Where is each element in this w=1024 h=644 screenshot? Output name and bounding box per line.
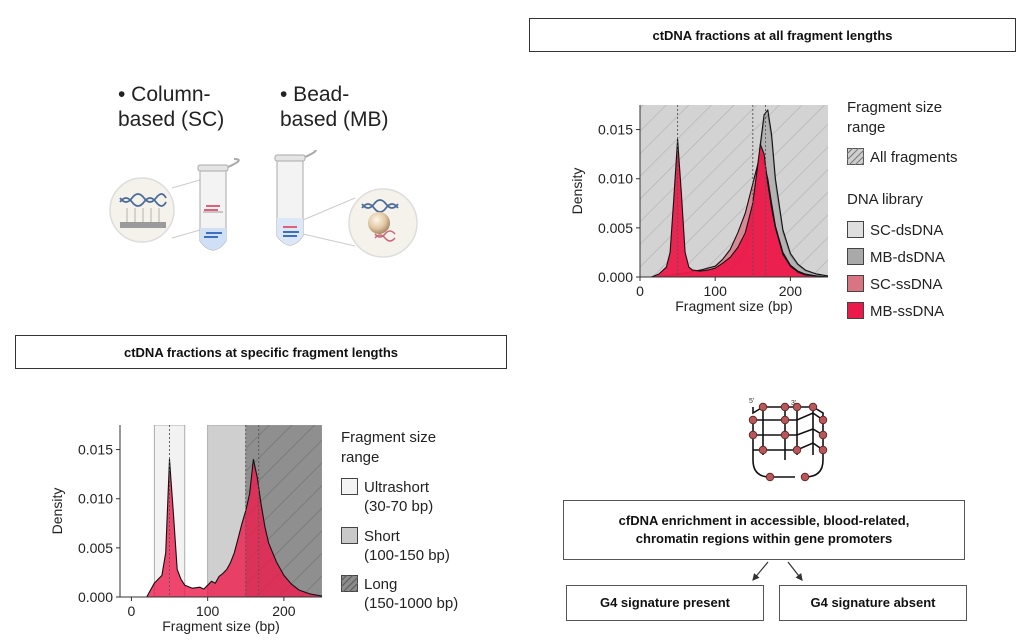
x-axis-label: Fragment size (bp) (675, 298, 792, 314)
legend-label-long: Long (364, 576, 398, 593)
x-tick-label: 0 (128, 603, 136, 619)
bottom-chart-title: ctDNA fractions at specific fragment len… (15, 335, 507, 369)
mb-ssdna-swatch (847, 302, 864, 319)
x-tick-label: 100 (196, 603, 220, 619)
legend-label-mb-ssdna: MB-ssDNA (870, 303, 945, 320)
hatched-swatch-icon (847, 148, 864, 165)
top-legend-library-title: DNA library (847, 191, 923, 208)
y-tick-label: 0.010 (78, 491, 113, 507)
bead-based-line2: based (MB) (280, 108, 389, 131)
top-legend-all-fragments: All fragments (847, 148, 958, 167)
x-tick-label: 0 (636, 283, 644, 299)
y-axis-label: Density (49, 488, 65, 535)
y-tick-label: 0.015 (78, 442, 113, 458)
y-tick-label: 0.005 (598, 220, 633, 236)
cfdna-enrichment-box: cfDNA enrichment in accessible, blood-re… (563, 500, 965, 560)
bottom-legend-title-line2: range (341, 449, 380, 466)
legend-label-sc-dsdna: SC-dsDNA (870, 222, 944, 239)
bottom-legend-title: Fragment size range (341, 428, 436, 468)
legend-item-short: Short (100-150 bp) (341, 527, 450, 565)
legend-label-short: Short (364, 528, 400, 545)
area-mb-ssdna (640, 138, 828, 277)
top-legend-all-fragments-label: All fragments (870, 149, 958, 166)
legend-item-long: Long (150-1000 bp) (341, 575, 458, 613)
top-chart-title: ctDNA fractions at all fragment lengths (529, 18, 1016, 52)
flow-arrows (752, 561, 803, 581)
y-tick-label: 0.015 (598, 122, 633, 138)
legend-item-mb-dsdna: MB-dsDNA (847, 248, 945, 267)
top-legend-range-title-line2: range (847, 119, 886, 136)
arrow-to-absent-icon (787, 561, 803, 581)
x-axis-label: Fragment size (bp) (162, 618, 279, 634)
plot-area (127, 425, 322, 597)
bead-based-label: • Bead- based (MB) (280, 82, 389, 132)
legend-item-ultrashort: Ultrashort (30-70 bp) (341, 478, 433, 516)
legend-item-sc-ssdna: SC-ssDNA (847, 275, 943, 294)
g4-five-prime-label: 5' (749, 398, 754, 405)
arrow-to-present-icon (752, 561, 769, 581)
x-tick-label: 200 (779, 283, 803, 299)
column-based-label: • Column- based (SC) (118, 82, 224, 132)
legend-item-mb-ssdna: MB-ssDNA (847, 302, 944, 321)
legend-label-ultrashort: Ultrashort (364, 479, 430, 496)
bead-tube-icon (274, 150, 317, 246)
column-magnifier-icon (109, 177, 201, 243)
cfdna-enrichment-line1: cfDNA enrichment in accessible, blood-re… (618, 513, 910, 528)
area-mb-ssdna (127, 458, 322, 597)
y-tick-label: 0.010 (598, 171, 633, 187)
bottom-legend-title-line1: Fragment size (341, 429, 437, 446)
legend-label-mb-dsdna: MB-dsDNA (870, 249, 946, 266)
cfdna-enrichment-line2: chromatin regions within gene promoters (635, 531, 893, 546)
ultrashort-swatch (341, 478, 358, 495)
x-tick-label: 200 (272, 603, 296, 619)
sc-ssdna-swatch (847, 275, 864, 292)
legend-range-long: (150-1000 bp) (364, 595, 459, 612)
g4-absent-box: G4 signature absent (779, 585, 967, 621)
y-tick-label: 0.000 (598, 269, 633, 285)
mb-dsdna-swatch (847, 248, 864, 265)
column-based-line2: based (SC) (118, 108, 225, 131)
bead-magnifier-icon (302, 188, 418, 258)
y-tick-label: 0.000 (78, 589, 113, 605)
y-tick-label: 0.005 (78, 540, 113, 556)
legend-range-ultrashort: (30-70 bp) (364, 498, 434, 515)
y-axis-label: Density (569, 168, 585, 215)
top-legend-range-title-line1: Fragment size (847, 99, 943, 116)
extraction-illustration (109, 150, 418, 258)
short-swatch (341, 527, 358, 544)
bead-based-line1: • Bead- (280, 83, 350, 106)
g4-three-prime-label: 3' (791, 400, 796, 407)
column-tube-icon (197, 158, 240, 251)
x-tick-label: 100 (704, 283, 728, 299)
legend-item-sc-dsdna: SC-dsDNA (847, 221, 943, 240)
column-based-line1: • Column- (118, 83, 211, 106)
legend-label-sc-ssdna: SC-ssDNA (870, 276, 943, 293)
g4-present-box: G4 signature present (566, 585, 764, 621)
legend-range-short: (100-150 bp) (364, 547, 450, 564)
long-hatched-swatch-icon (341, 575, 358, 592)
plot-area (640, 105, 828, 277)
g-quadruplex-icon: 5' 3' (748, 398, 828, 482)
top-legend-range-title: Fragment size range (847, 98, 942, 138)
sc-dsdna-swatch (847, 221, 864, 238)
